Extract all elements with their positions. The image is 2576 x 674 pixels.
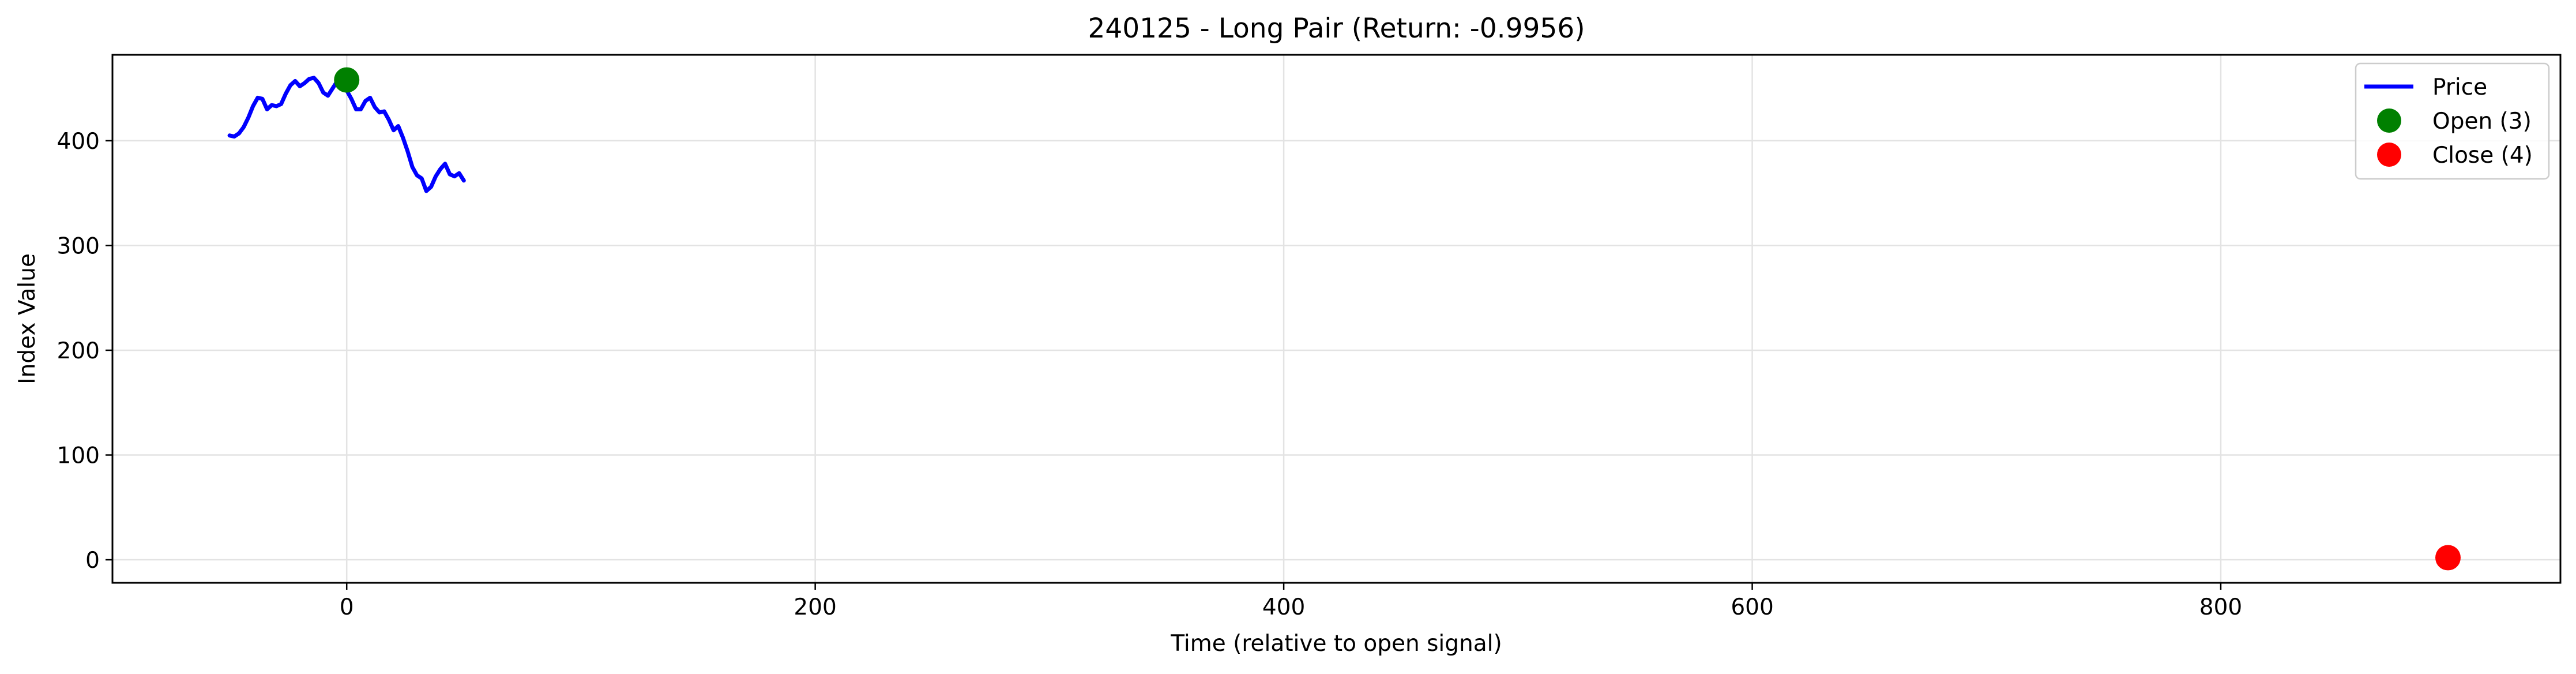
x-tick-label: 600 [1731,594,1773,620]
x-axis-label: Time (relative to open signal) [1170,631,1502,657]
y-tick-label: 300 [57,233,100,259]
y-tick-label: 200 [57,338,100,364]
series-layer [227,67,2461,571]
legend-swatch-marker [2377,108,2401,133]
legend-swatch-marker [2377,143,2401,167]
grid [112,55,2560,583]
legend-label: Close (4) [2432,143,2533,168]
y-tick-label: 400 [57,129,100,155]
x-tick-label: 200 [794,594,836,620]
legend: Price Open (3) Close (4) [2355,62,2550,180]
open-marker [334,67,360,93]
x-tick-label: 400 [1262,594,1305,620]
legend-label: Price [2432,74,2487,100]
x-tick-label: 0 [340,594,354,620]
legend-label: Open (3) [2432,108,2532,134]
y-axis-label: Index Value [14,253,40,384]
plot-frame [111,54,2562,584]
y-tick-label: 100 [57,443,100,469]
x-tick-label: 800 [2199,594,2242,620]
legend-box [2355,62,2550,180]
ticks: 0 200 400 600 800 0 100 200 300 400 [57,129,2243,620]
y-tick-label: 0 [85,548,100,574]
chart-title: 240125 - Long Pair (Return: -0.9956) [1088,13,1585,44]
close-marker [2435,545,2461,571]
